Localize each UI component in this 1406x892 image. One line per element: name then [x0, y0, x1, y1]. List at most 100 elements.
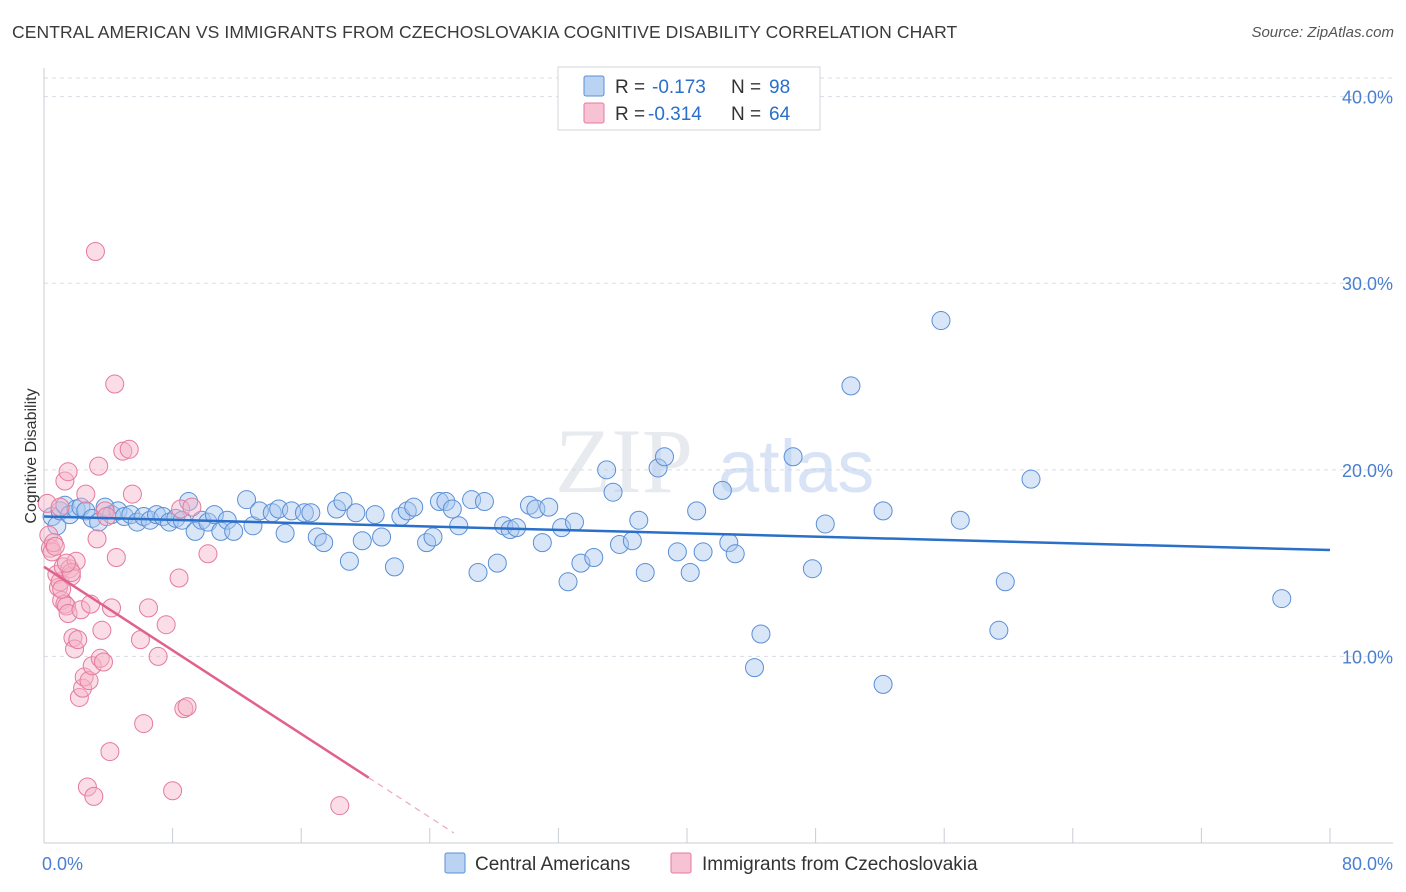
- pink-point-50: [122, 484, 142, 504]
- pink-point-55: [156, 615, 176, 635]
- bottom-legend-swatch-pink: [670, 852, 692, 874]
- source-credit: Source: ZipAtlas.com: [1251, 24, 1394, 41]
- blue-point-49: [384, 557, 404, 577]
- pink-point-31: [87, 529, 107, 549]
- y-axis-label: Cognitive Disability: [23, 388, 40, 523]
- y-tick-label-30: 30.0%: [1342, 274, 1393, 294]
- blue-point-46: [352, 531, 372, 551]
- blue-point-21: [166, 508, 186, 528]
- pink-point-24: [76, 484, 96, 504]
- pink-point-21: [71, 600, 91, 620]
- blue-point-23: [179, 492, 199, 512]
- pink-point-60: [177, 697, 197, 717]
- blue-point-77: [609, 534, 629, 554]
- blue-point-99: [950, 510, 970, 530]
- pink-point-34: [92, 620, 112, 640]
- pink-point-40: [105, 374, 125, 394]
- blue-point-74: [584, 548, 604, 568]
- watermark-atlas: atlas: [718, 425, 874, 508]
- blue-point-98: [931, 311, 951, 331]
- blue-point-45: [346, 503, 366, 523]
- y-tick-label-20: 20.0%: [1342, 461, 1393, 481]
- blue-point-70: [552, 518, 572, 538]
- pink-point-49: [119, 439, 139, 459]
- blue-point-73: [571, 553, 591, 573]
- blue-point-81: [648, 458, 668, 478]
- legend-r-label-1: R =: [615, 77, 645, 98]
- tick-labels: 10.0% 20.0% 30.0% 40.0% 0.0% 80.0%: [42, 88, 1393, 874]
- blue-point-69: [539, 497, 559, 517]
- pink-point-33: [90, 648, 110, 668]
- pink-point-45: [52, 579, 72, 599]
- blue-point-78: [622, 531, 642, 551]
- legend-r-label-2: R =: [615, 104, 645, 125]
- watermark-zip: ZIP: [555, 410, 693, 512]
- pink-point-62: [330, 796, 350, 816]
- blue-point-97: [873, 674, 893, 694]
- legend-n-label-1: N =: [731, 77, 761, 98]
- blue-point-93: [802, 559, 822, 579]
- blue-point-56: [436, 492, 456, 512]
- pink-point-48: [113, 441, 133, 461]
- blue-point-82: [654, 447, 674, 467]
- pink-point-19: [68, 630, 88, 650]
- blue-point-72: [564, 512, 584, 532]
- blue-point-27: [204, 505, 224, 525]
- pink-point-30: [85, 242, 105, 262]
- chart-title: CENTRAL AMERICAN VS IMMIGRANTS FROM CZEC…: [12, 22, 958, 42]
- blue-point-7: [76, 501, 96, 521]
- blue-point-61: [474, 492, 494, 512]
- blue-point-94: [815, 514, 835, 534]
- blue-point-44: [339, 551, 359, 571]
- blue-point-103: [1272, 589, 1292, 609]
- blue-point-84: [680, 562, 700, 582]
- pink-point-18: [66, 551, 86, 571]
- blue-point-86: [693, 542, 713, 562]
- blue-point-30: [224, 521, 244, 541]
- blue-point-38: [294, 503, 314, 523]
- blue-point-101: [995, 572, 1015, 592]
- blue-point-83: [667, 542, 687, 562]
- blue-point-85: [687, 501, 707, 521]
- pink-point-38: [100, 742, 120, 762]
- blue-point-91: [745, 658, 765, 678]
- blue-point-92: [783, 447, 803, 467]
- grid-lines: [44, 77, 1393, 657]
- blue-point-76: [603, 482, 623, 502]
- x-tick-label-max: 80.0%: [1342, 854, 1393, 874]
- stats-legend: R = -0.173 N = 98 R = -0.314 N = 64: [557, 66, 821, 131]
- watermark: ZIP atlas: [555, 410, 874, 512]
- pink-point-41: [106, 548, 126, 568]
- blue-point-24: [185, 521, 205, 541]
- blue-point-90: [751, 624, 771, 644]
- pink-point-53: [134, 714, 154, 734]
- blue-point-68: [532, 533, 552, 553]
- pink-point-56: [163, 781, 183, 801]
- pink-point-25: [77, 777, 97, 797]
- legend-swatch-blue: [583, 75, 605, 97]
- pink-point-59: [174, 699, 194, 719]
- blue-point-66: [519, 495, 539, 515]
- y-tick-label-40: 40.0%: [1342, 88, 1393, 108]
- blue-point-71: [558, 572, 578, 592]
- trend-line-czechoslovakia-extension: [368, 777, 455, 834]
- pink-point-35: [93, 652, 113, 672]
- bottom-legend-label-pink: Immigrants from Czechoslovakia: [702, 854, 978, 875]
- pink-point-0: [37, 493, 57, 513]
- blue-point-47: [365, 505, 385, 525]
- pink-point-63: [198, 544, 218, 564]
- blue-point-54: [423, 527, 443, 547]
- legend-r-value-1: -0.173: [652, 77, 706, 98]
- pink-point-52: [138, 598, 158, 618]
- pink-point-61: [182, 497, 202, 517]
- pink-point-57: [169, 568, 189, 588]
- blue-point-89: [725, 544, 745, 564]
- pink-point-13: [58, 604, 78, 623]
- blue-point-60: [468, 562, 488, 582]
- trend-lines: [43, 515, 1331, 834]
- blue-point-42: [327, 499, 347, 519]
- pink-point-46: [61, 562, 81, 582]
- pink-point-54: [148, 646, 168, 666]
- pink-point-47: [57, 553, 77, 573]
